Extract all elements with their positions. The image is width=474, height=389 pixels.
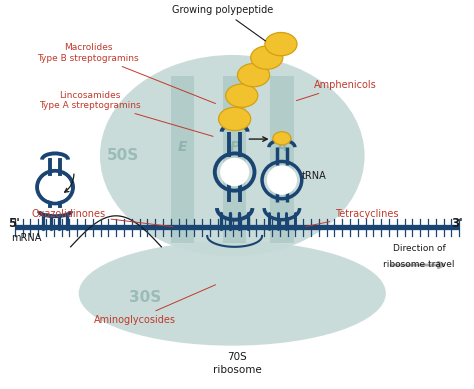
Text: ribosome travel: ribosome travel (383, 260, 455, 270)
Text: Lincosamides
Type A streptogramins: Lincosamides Type A streptogramins (39, 91, 213, 137)
Ellipse shape (267, 165, 297, 195)
Text: Oxazolidinones: Oxazolidinones (31, 209, 173, 227)
Text: 5': 5' (8, 217, 20, 230)
Text: 70S: 70S (227, 352, 247, 361)
Bar (223, 76, 246, 243)
Text: Tetracyclines: Tetracyclines (306, 209, 399, 226)
Text: 30S: 30S (129, 290, 161, 305)
Text: Macrolides
Type B streptogramins: Macrolides Type B streptogramins (37, 43, 216, 103)
Ellipse shape (220, 158, 249, 186)
Ellipse shape (273, 132, 291, 145)
Bar (171, 76, 194, 243)
Text: Aminoglycosides: Aminoglycosides (94, 285, 216, 325)
Ellipse shape (39, 173, 71, 202)
Text: Growing polypeptide: Growing polypeptide (172, 5, 273, 41)
Ellipse shape (219, 107, 251, 131)
Ellipse shape (251, 46, 283, 69)
Text: E: E (178, 140, 187, 154)
Ellipse shape (237, 63, 270, 87)
Bar (270, 76, 294, 243)
Text: A: A (276, 140, 287, 154)
Text: 50S: 50S (107, 148, 139, 163)
Ellipse shape (265, 32, 297, 56)
Ellipse shape (79, 241, 386, 346)
Text: Amphenicols: Amphenicols (296, 80, 377, 101)
Text: Direction of: Direction of (392, 244, 446, 253)
Text: ribosome: ribosome (213, 365, 261, 375)
Text: mRNA: mRNA (11, 233, 42, 243)
Ellipse shape (100, 55, 365, 256)
Text: tRNA: tRNA (302, 171, 327, 181)
Ellipse shape (226, 84, 258, 107)
Text: P: P (229, 140, 240, 154)
Text: 3': 3' (451, 217, 463, 230)
